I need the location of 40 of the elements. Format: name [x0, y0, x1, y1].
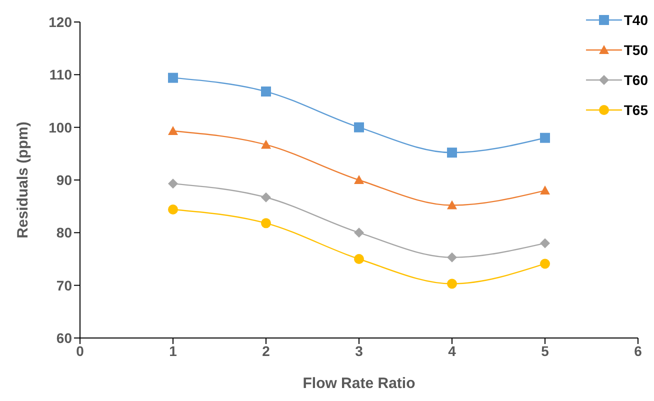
- x-tick-label: 4: [448, 342, 456, 359]
- x-tick-label: 6: [634, 342, 642, 359]
- x-tick-label: 1: [169, 342, 178, 359]
- legend-label: T60: [624, 72, 648, 88]
- x-tick-label: 2: [262, 342, 270, 359]
- x-tick-label: 0: [76, 342, 84, 359]
- point: [261, 86, 271, 97]
- point: [540, 132, 550, 143]
- point: [354, 228, 364, 238]
- point: [540, 258, 550, 269]
- point: [447, 148, 457, 158]
- point: [261, 140, 271, 149]
- y-tick-label: 90: [56, 172, 72, 188]
- x-tick-label: 3: [355, 342, 364, 359]
- x-axis-title: Flow Rate Ratio: [302, 375, 416, 392]
- point: [447, 278, 457, 289]
- y-tick-label: 70: [56, 277, 72, 294]
- y-tick-label: 100: [48, 119, 72, 136]
- y-tick-label: 60: [56, 330, 72, 346]
- y-tick-label: 110: [49, 66, 72, 83]
- point: [354, 122, 364, 132]
- y-axis-title: Residuals (ppm): [14, 122, 32, 238]
- legend-label: T50: [624, 42, 648, 58]
- point: [261, 192, 271, 202]
- point: [354, 254, 364, 264]
- point: [447, 252, 457, 262]
- point: [540, 186, 550, 195]
- point: [447, 200, 457, 210]
- point: [168, 126, 178, 136]
- point: [168, 72, 178, 83]
- y-tick-label: 80: [56, 224, 72, 241]
- point: [261, 218, 271, 228]
- point: [168, 178, 178, 189]
- point: [354, 175, 364, 184]
- legend-label: T40: [624, 12, 648, 28]
- point: [168, 204, 178, 214]
- point: [540, 238, 550, 248]
- legend-label: T65: [624, 102, 648, 118]
- y-tick-label: 120: [48, 14, 72, 30]
- x-tick-label: 5: [541, 342, 550, 359]
